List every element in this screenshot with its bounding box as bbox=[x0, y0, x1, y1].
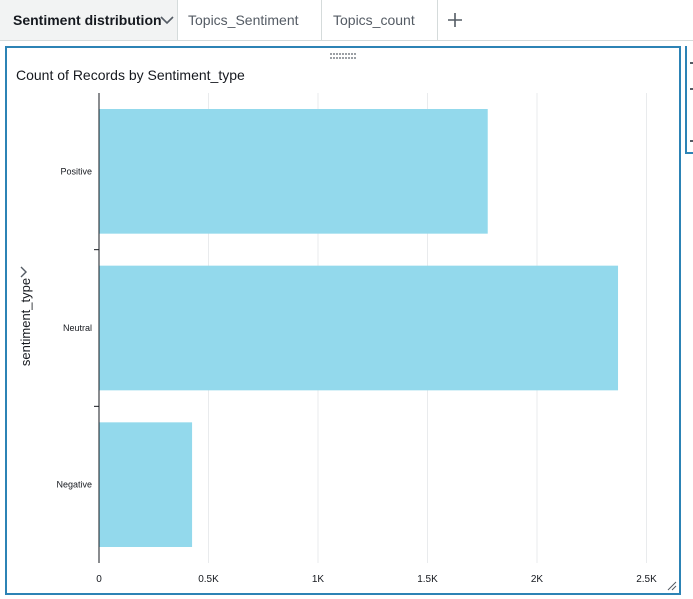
tab-sentiment-distribution[interactable]: Sentiment distribution bbox=[0, 0, 178, 40]
chart-bars bbox=[99, 109, 619, 547]
tab-topics-count[interactable]: Topics_count bbox=[322, 0, 438, 40]
bar-negative[interactable] bbox=[99, 422, 193, 547]
adjacent-visual-edge-mark bbox=[690, 62, 693, 64]
tab-topics-sentiment[interactable]: Topics_Sentiment bbox=[178, 0, 322, 40]
drag-handle-icon[interactable] bbox=[329, 52, 359, 60]
tab-label: Topics_Sentiment bbox=[188, 12, 299, 28]
tab-label: Sentiment distribution bbox=[13, 12, 162, 28]
chevron-down-icon[interactable] bbox=[159, 12, 175, 28]
bar-positive[interactable] bbox=[99, 109, 488, 234]
visual-title: Count of Records by Sentiment_type bbox=[16, 67, 245, 83]
resize-handle-icon[interactable] bbox=[667, 581, 677, 591]
adjacent-visual-edge[interactable] bbox=[685, 46, 693, 154]
sheet-tab-bar: Sentiment distribution Topics_Sentiment … bbox=[0, 0, 693, 41]
adjacent-visual-edge-mark bbox=[690, 140, 693, 142]
adjacent-visual-edge-mark bbox=[690, 88, 693, 90]
y-axis-title[interactable]: sentiment_type bbox=[18, 278, 33, 366]
bar-neutral[interactable] bbox=[99, 265, 619, 391]
plus-icon[interactable] bbox=[445, 10, 465, 30]
chevron-right-icon[interactable] bbox=[20, 266, 27, 278]
tab-label: Topics_count bbox=[333, 12, 415, 28]
